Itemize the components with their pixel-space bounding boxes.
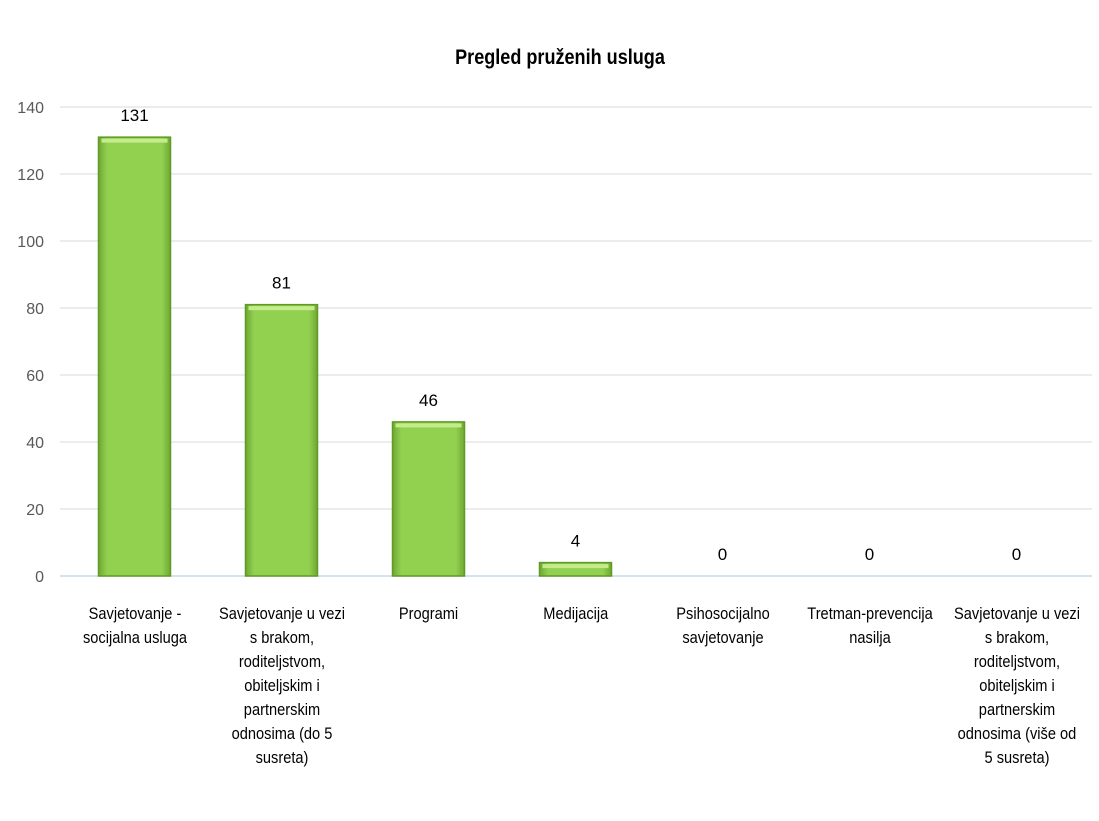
x-tick-label-text: Medijacija [542, 604, 609, 623]
x-tick-label-text: Savjetovanje - socijalna usluga [82, 604, 187, 647]
gridlines [60, 106, 1092, 577]
x-tick-label-text: Psihosocijalno savjetovanje [675, 604, 770, 647]
x-tick-label: Savjetovanje u vezi s brakom, roditeljst… [207, 602, 357, 770]
x-tick-label: Programi [354, 602, 504, 626]
y-tick-label: 20 [26, 502, 44, 519]
y-tick-label: 140 [17, 100, 44, 117]
bar-highlight [395, 423, 462, 428]
bar [391, 421, 466, 577]
x-tick-label: Savjetovanje - socijalna usluga [60, 602, 210, 650]
x-tick-label-text: Programi [398, 604, 459, 623]
y-tick-label: 40 [26, 435, 44, 452]
x-tick-label: Psihosocijalno savjetovanje [648, 602, 798, 650]
x-tick-label: Medijacija [501, 602, 651, 626]
chart-title: Pregled pruženih usluga [455, 46, 665, 69]
y-tick-label: 80 [26, 301, 44, 318]
data-label: 0 [1012, 545, 1021, 564]
data-label: 46 [419, 391, 438, 410]
data-label: 4 [571, 532, 580, 551]
data-labels: 131 81 46 4 0 0 0 [120, 106, 1021, 564]
bar-highlight [542, 564, 609, 569]
x-tick-label-text: Savjetovanje u vezi s brakom, roditeljst… [953, 604, 1080, 767]
data-label: 0 [718, 545, 727, 564]
y-axis-tick-labels: 0 20 40 60 80 100 120 140 [17, 100, 44, 586]
data-label: 131 [120, 106, 148, 125]
data-label: 0 [865, 545, 874, 564]
y-tick-label: 0 [35, 569, 44, 586]
y-tick-label: 100 [17, 234, 44, 251]
bar-highlight [101, 138, 168, 143]
x-tick-label-text: Savjetovanje u vezi s brakom, roditeljst… [218, 604, 345, 767]
y-tick-label: 60 [26, 368, 44, 385]
data-label: 81 [272, 274, 291, 293]
x-tick-label: Savjetovanje u vezi s brakom, roditeljst… [942, 602, 1092, 770]
bar [97, 136, 172, 577]
bars [97, 136, 613, 577]
x-tick-label-text: Tretman-prevencija nasilja [806, 604, 933, 647]
y-tick-label: 120 [17, 167, 44, 184]
bar-highlight [248, 306, 315, 311]
bar [244, 303, 319, 577]
x-tick-label: Tretman-prevencija nasilja [795, 602, 945, 650]
